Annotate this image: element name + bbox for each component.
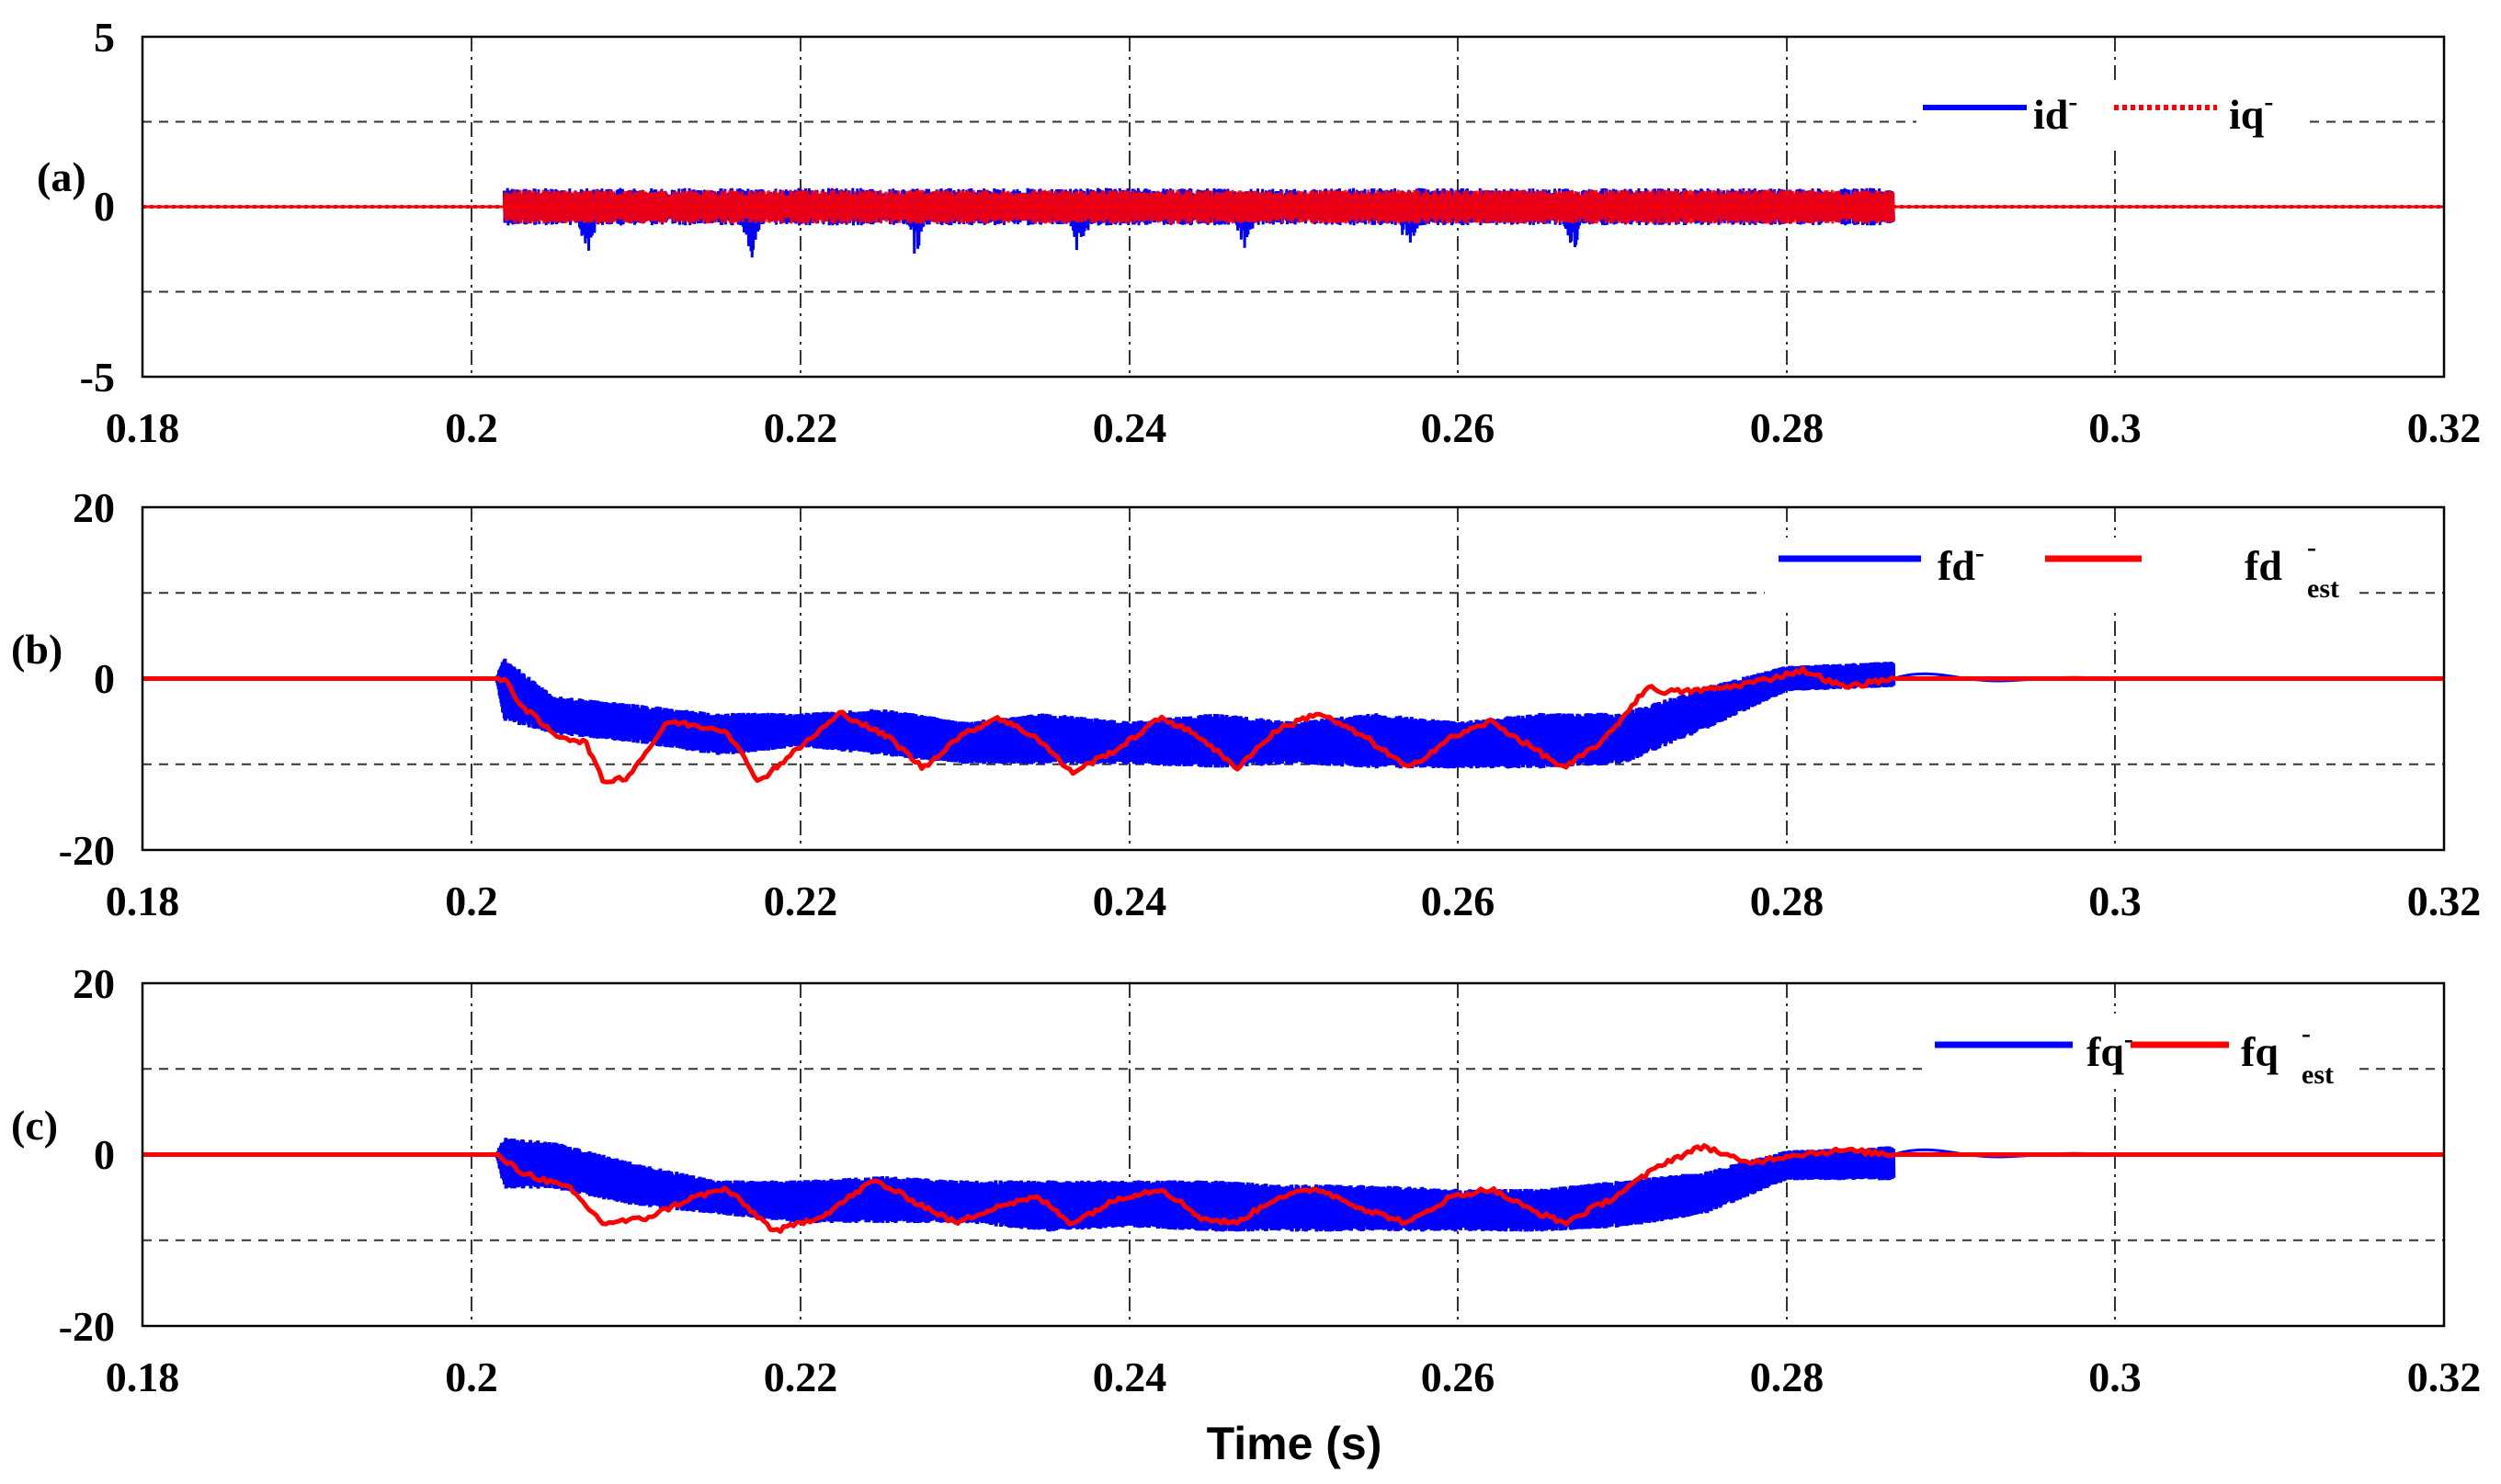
panel-c: fq- fq - est 20 0 -20 (c) 0.18 0.2 0.22 … bbox=[11, 960, 2481, 1400]
xtick-c-1: 0.2 bbox=[445, 1354, 498, 1400]
legend-a-iq-base: iq bbox=[2229, 91, 2265, 138]
legend-a-id-label: id- bbox=[2033, 86, 2077, 138]
legend-a: id- iq- bbox=[1916, 85, 2302, 149]
ytick-a-bottom: -5 bbox=[80, 354, 115, 401]
ytick-a-top: 5 bbox=[94, 14, 115, 61]
legend-c-fqest-sup: - bbox=[2302, 1018, 2311, 1048]
series-fd--1 bbox=[495, 658, 1896, 769]
series-iq--0 bbox=[142, 189, 2444, 224]
xtick-b-1: 0.2 bbox=[445, 878, 498, 924]
legend-c-fq-label: fq- bbox=[2086, 1024, 2133, 1075]
xtick-a-6: 0.3 bbox=[2088, 404, 2142, 451]
panel-label-a: (a) bbox=[37, 153, 86, 200]
legend-b-fdest-label: fd bbox=[2245, 542, 2282, 589]
xtick-c-3: 0.24 bbox=[1093, 1354, 1167, 1400]
legend-c-fqest-sub: est bbox=[2302, 1059, 2334, 1090]
ytick-b-bottom: -20 bbox=[59, 827, 115, 874]
xtick-a-0: 0.18 bbox=[106, 404, 180, 451]
panel-label-b: (b) bbox=[11, 626, 63, 673]
series-fq--2 bbox=[495, 1138, 1896, 1232]
panel-b: fd- fd - est 20 0 -20 (b) 0.18 0.2 0.22 … bbox=[11, 484, 2481, 924]
xtick-a-5: 0.28 bbox=[1750, 404, 1825, 451]
xtick-b-4: 0.26 bbox=[1421, 878, 1495, 924]
panel-a: id- iq- 5 0 -5 (a) 0.18 0.2 0.22 0.24 0.… bbox=[37, 14, 2481, 451]
legend-b-fdest-sub: est bbox=[2307, 573, 2339, 604]
axes-box-c bbox=[141, 981, 2446, 1328]
xtick-b-7: 0.32 bbox=[2407, 878, 2482, 924]
ytick-b-top: 20 bbox=[73, 484, 115, 531]
ytick-b-mid: 0 bbox=[94, 655, 115, 702]
xtick-c-7: 0.32 bbox=[2407, 1354, 2482, 1400]
panel-label-c: (c) bbox=[11, 1102, 58, 1149]
xtick-c-4: 0.26 bbox=[1421, 1354, 1495, 1400]
legend-a-iq-sup: - bbox=[2264, 86, 2273, 117]
legend-b-fd-label: fd- bbox=[1938, 538, 1984, 589]
series-fq-est-2 bbox=[142, 1143, 2444, 1234]
axes-box-b bbox=[141, 505, 2446, 852]
ytick-c-bottom: -20 bbox=[59, 1303, 115, 1350]
series-fd-est-1 bbox=[142, 665, 2444, 785]
series-layer-c bbox=[142, 1138, 2444, 1234]
xtick-a-2: 0.22 bbox=[764, 404, 838, 451]
legend-c-bg bbox=[1926, 1014, 2358, 1087]
ytick-c-mid: 0 bbox=[94, 1131, 115, 1178]
legend-b-bg bbox=[1765, 538, 2353, 611]
series-layer-a bbox=[142, 187, 2444, 258]
xtick-c-6: 0.3 bbox=[2088, 1354, 2142, 1400]
legend-b-fdest-sup: - bbox=[2307, 532, 2316, 562]
legend-c-fqest-label: fq bbox=[2241, 1028, 2279, 1075]
legend-a-id-base: id bbox=[2033, 91, 2069, 138]
xtick-b-6: 0.3 bbox=[2088, 878, 2142, 924]
xtick-b-3: 0.24 bbox=[1093, 878, 1167, 924]
xtick-b-0: 0.18 bbox=[106, 878, 180, 924]
legend-b-fdest-base: fd bbox=[2245, 542, 2282, 589]
ytick-c-top: 20 bbox=[73, 960, 115, 1007]
ytick-a-mid: 0 bbox=[94, 183, 115, 230]
xtick-b-5: 0.28 bbox=[1750, 878, 1825, 924]
axes-box-a bbox=[141, 35, 2446, 379]
legend-c: fq- fq - est bbox=[1926, 1014, 2358, 1090]
legend-a-id-sup: - bbox=[2068, 86, 2077, 117]
xtick-a-3: 0.24 bbox=[1093, 404, 1167, 451]
legend-b-fd-sup: - bbox=[1975, 538, 1984, 568]
legend-b-fd-base: fd bbox=[1938, 542, 1975, 589]
xtick-b-2: 0.22 bbox=[764, 878, 838, 924]
series-layer-b bbox=[142, 658, 2444, 785]
xtick-c-0: 0.18 bbox=[106, 1354, 180, 1400]
xtick-c-5: 0.28 bbox=[1750, 1354, 1825, 1400]
xtick-a-4: 0.26 bbox=[1421, 404, 1495, 451]
legend-a-iq-label: iq- bbox=[2229, 86, 2273, 138]
xtick-a-1: 0.2 bbox=[445, 404, 498, 451]
xtick-a-7: 0.32 bbox=[2407, 404, 2482, 451]
legend-c-fq-base: fq bbox=[2086, 1028, 2124, 1075]
xtick-c-2: 0.22 bbox=[764, 1354, 838, 1400]
legend-c-fqest-base: fq bbox=[2241, 1028, 2279, 1075]
x-axis-label: Time (s) bbox=[1207, 1418, 1382, 1469]
legend-a-bg bbox=[1916, 85, 2302, 149]
legend-b: fd- fd - est bbox=[1765, 532, 2353, 611]
legend-c-fq-sup: - bbox=[2124, 1024, 2133, 1054]
